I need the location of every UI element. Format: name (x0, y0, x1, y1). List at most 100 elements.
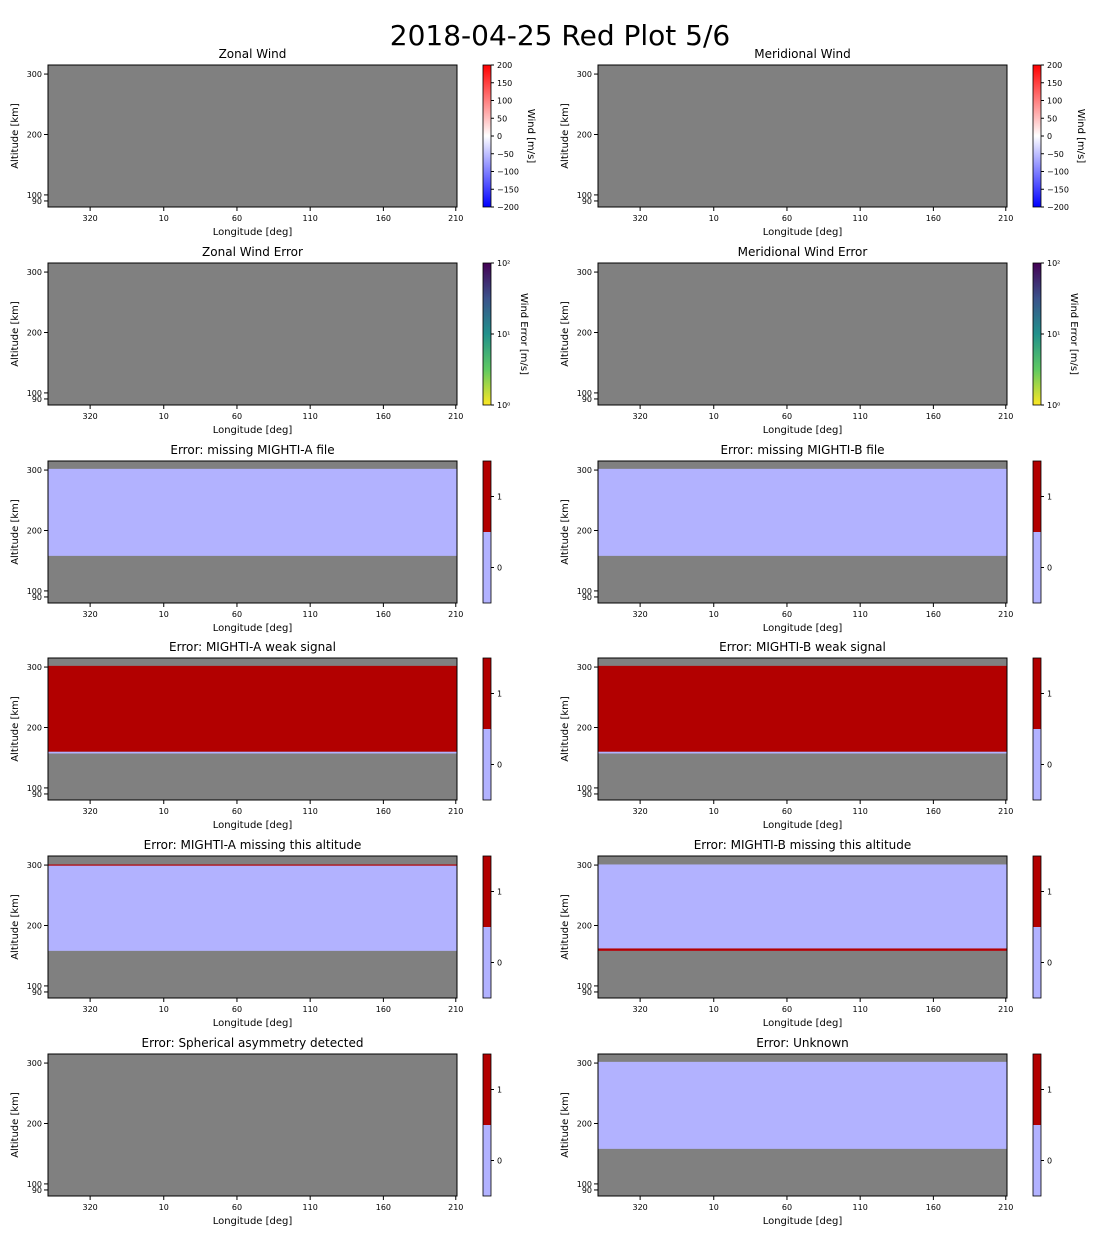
y-axis-label: Altitude [km] (10, 696, 21, 762)
y-tick-label: 200 (27, 921, 42, 930)
x-axis-label: Longitude [deg] (213, 1216, 293, 1227)
x-tick-label: 110 (303, 412, 318, 421)
x-tick-label: 10 (159, 412, 169, 421)
colorbar-label: Wind Error [m/s] (518, 293, 529, 375)
x-tick-label: 110 (303, 807, 318, 816)
x-axis-label: Longitude [deg] (213, 425, 293, 436)
y-axis-label: Altitude [km] (10, 499, 21, 565)
y-tick-label: 100 (27, 982, 42, 991)
x-tick-label: 10 (709, 1203, 719, 1212)
y-tick-label: 90 (32, 197, 42, 206)
flag-band (48, 864, 457, 951)
y-tick-label: 300 (577, 268, 592, 277)
x-tick-label: 210 (448, 1005, 463, 1014)
x-tick-label: 320 (632, 610, 647, 619)
colorbar: 10 (482, 855, 502, 999)
y-tick-label: 200 (27, 526, 42, 535)
colorbar-tick-label: 0 (497, 761, 502, 770)
x-tick-label: 110 (853, 214, 868, 223)
plot-background (598, 65, 1007, 207)
x-tick-label: 110 (853, 412, 868, 421)
x-tick-label: 60 (232, 807, 242, 816)
x-tick-label: 160 (926, 412, 941, 421)
x-tick-label: 320 (82, 1005, 97, 1014)
y-tick-label: 100 (27, 191, 42, 200)
colorbar: 10² 10¹ 10⁰ Wind Error [m/s] (1032, 259, 1079, 410)
x-tick-label: 160 (376, 214, 391, 223)
colorbar-segment (483, 532, 491, 603)
colorbar-segment (1033, 1054, 1041, 1125)
x-tick-label: 210 (998, 610, 1013, 619)
y-tick-label: 90 (582, 593, 592, 602)
x-tick-label: 110 (853, 1203, 868, 1212)
x-tick-label: 160 (376, 1005, 391, 1014)
x-tick-label: 210 (998, 214, 1013, 223)
colorbar-tick-label: −100 (497, 168, 519, 177)
x-tick-label: 210 (448, 807, 463, 816)
y-tick-label: 200 (577, 1119, 592, 1128)
y-tick-label: 90 (32, 988, 42, 997)
x-axis-label: Longitude [deg] (763, 227, 843, 238)
flag-band (48, 864, 457, 866)
axes-frame (47, 262, 458, 406)
colorbar-tick-label: −150 (497, 185, 519, 194)
y-tick-label: 300 (27, 466, 42, 475)
colorbar-gradient (1033, 65, 1041, 207)
colorbar: 10 (1032, 1053, 1052, 1197)
panel-title: Meridional Wind Error (738, 245, 868, 259)
x-axis-label: Longitude [deg] (763, 820, 843, 831)
plot-background (598, 263, 1007, 405)
colorbar-tick-label: 10⁰ (1047, 401, 1060, 410)
colorbar-tick-label: 0 (1047, 761, 1052, 770)
colorbar-tick-label: 1 (1047, 690, 1052, 699)
x-tick-label: 110 (303, 610, 318, 619)
colorbar-tick-label: 10¹ (1047, 330, 1060, 339)
colorbar-tick-label: 10² (497, 259, 510, 268)
y-tick-label: 90 (582, 197, 592, 206)
y-tick-label: 90 (582, 395, 592, 404)
colorbar-segment (1033, 658, 1041, 729)
x-axis-label: Longitude [deg] (213, 227, 293, 238)
y-tick-label: 200 (27, 328, 42, 337)
panel-title: Error: missing MIGHTI-A file (170, 443, 334, 457)
axes-frame (47, 855, 458, 999)
x-tick-label: 10 (159, 1203, 169, 1212)
colorbar-label: Wind [m/s] (525, 109, 536, 164)
y-tick-label: 100 (577, 982, 592, 991)
colorbar: 10 (1032, 460, 1052, 604)
colorbar-tick-label: 150 (1047, 79, 1062, 88)
y-tick-label: 90 (32, 593, 42, 602)
colorbar: 10 (482, 657, 502, 801)
y-axis-label: Altitude [km] (560, 894, 571, 960)
panel: Error: MIGHTI-B missing this altitude901… (560, 838, 1052, 1029)
axes-frame (47, 1053, 458, 1197)
y-tick-label: 300 (577, 861, 592, 870)
x-tick-label: 110 (853, 1005, 868, 1014)
colorbar-tick-label: 0 (497, 132, 502, 141)
colorbar-tick-label: 200 (497, 61, 512, 70)
colorbar-tick-label: 1 (1047, 493, 1052, 502)
colorbar-tick-label: 1 (497, 493, 502, 502)
x-tick-label: 10 (159, 214, 169, 223)
panel: Error: missing MIGHTI-B file90100200300A… (560, 443, 1052, 634)
y-tick-label: 300 (27, 1059, 42, 1068)
x-axis-label: Longitude [deg] (763, 425, 843, 436)
colorbar-frame (1032, 1053, 1042, 1197)
colorbar-segment (1033, 461, 1041, 532)
y-tick-label: 300 (27, 70, 42, 79)
x-tick-label: 10 (709, 412, 719, 421)
colorbar-tick-label: 0 (1047, 1157, 1052, 1166)
colorbar-tick-label: 10¹ (497, 330, 510, 339)
colorbar-tick-label: 0 (497, 959, 502, 968)
colorbar: 10 (482, 460, 502, 604)
panel-title: Error: missing MIGHTI-B file (720, 443, 884, 457)
colorbar-frame (1032, 460, 1042, 604)
colorbar-tick-label: −150 (1047, 185, 1069, 194)
x-tick-label: 160 (926, 807, 941, 816)
panel: Error: Spherical asymmetry detected90100… (10, 1036, 502, 1227)
axes-frame (597, 460, 1008, 604)
x-tick-label: 60 (782, 807, 792, 816)
x-tick-label: 110 (303, 1203, 318, 1212)
